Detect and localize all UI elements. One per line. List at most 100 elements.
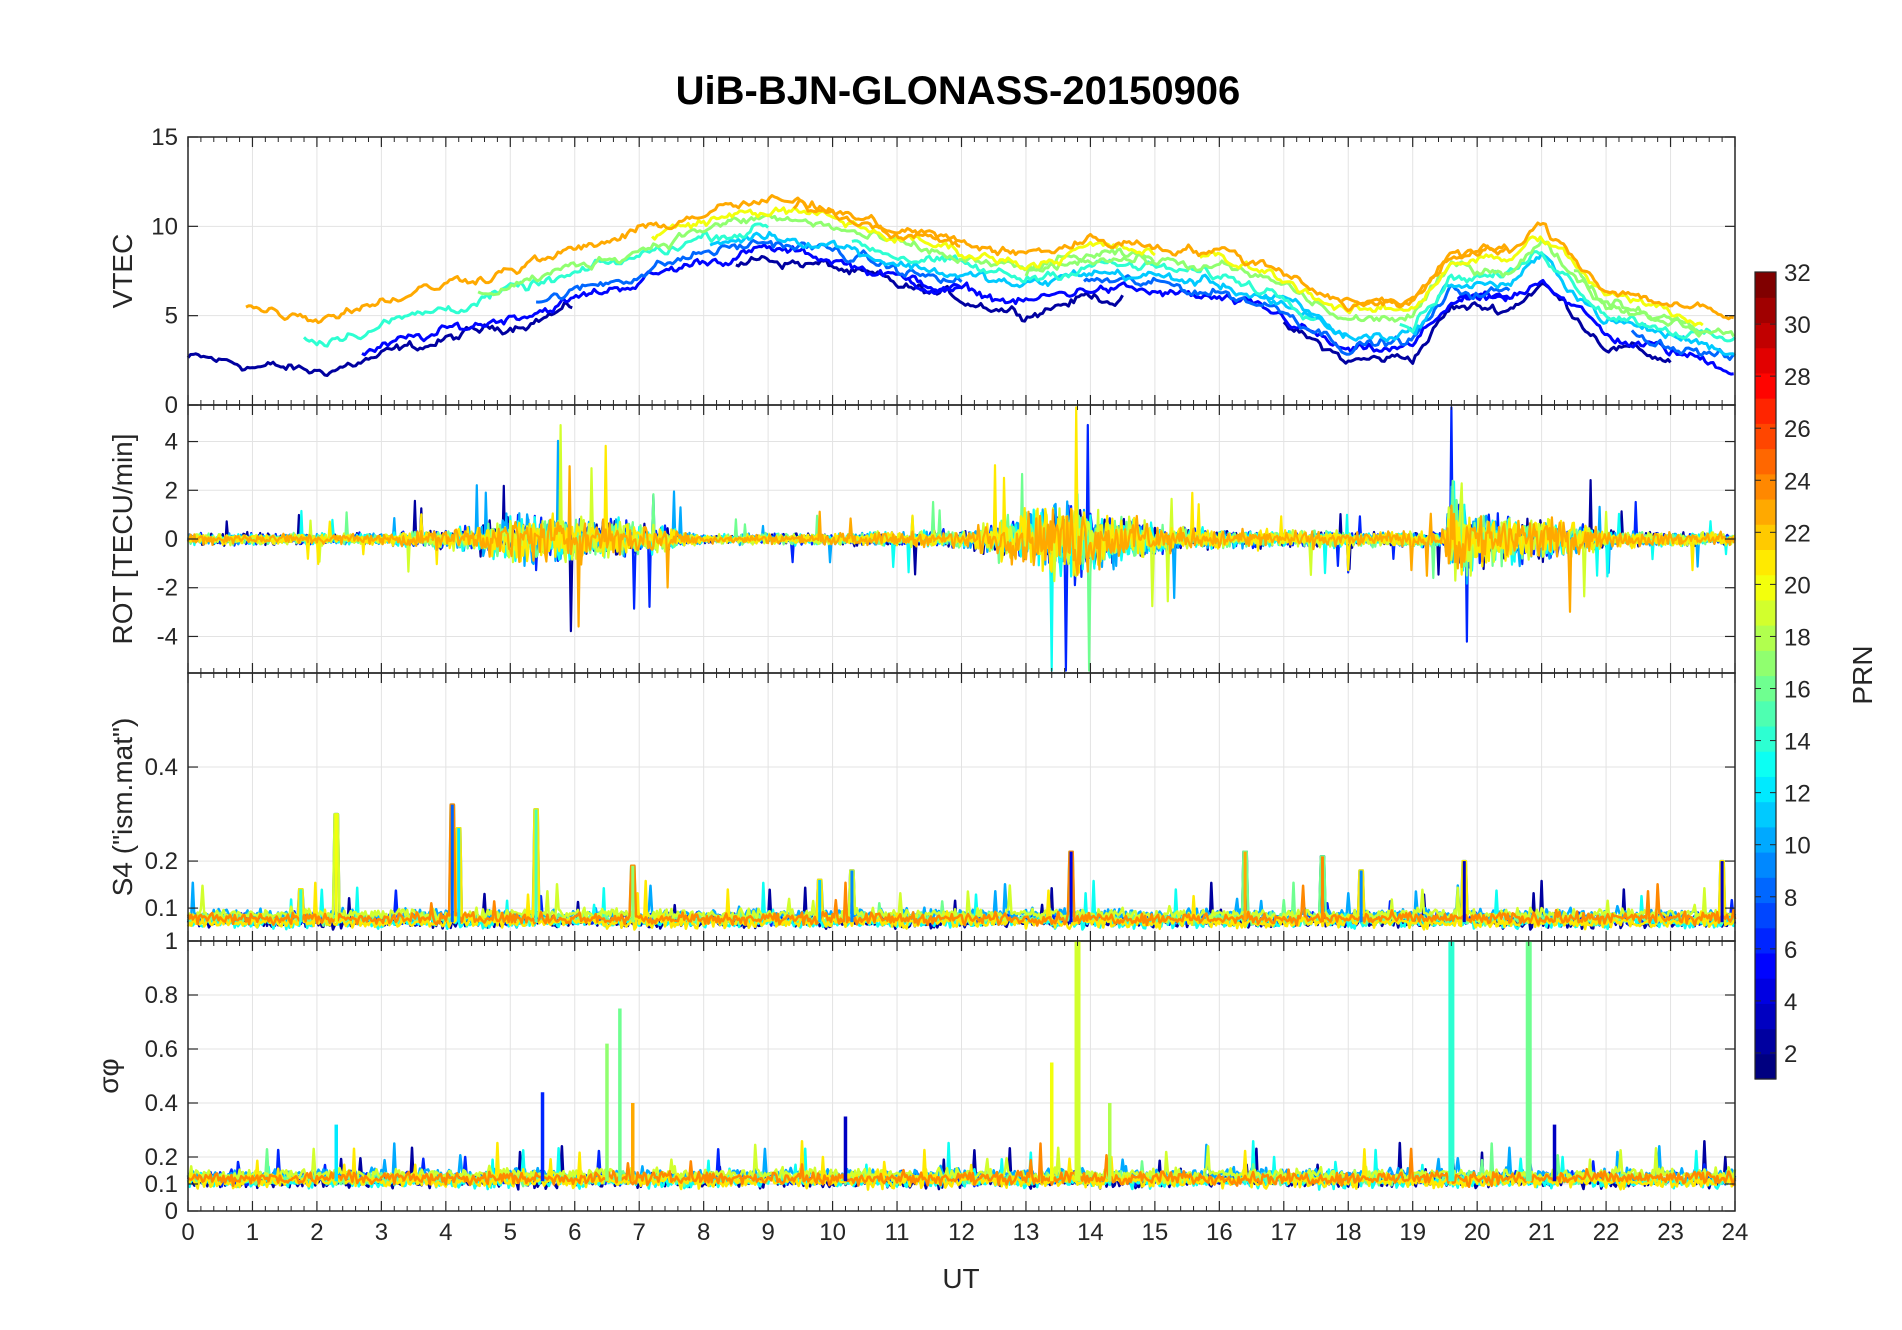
colorbar-swatch: [1755, 927, 1776, 954]
colorbar-tick-label: 20: [1784, 572, 1811, 599]
colorbar-tick-label: 12: [1784, 781, 1811, 808]
x-tick-label: 0: [181, 1219, 194, 1246]
vtec-series-prn-14: [302, 222, 770, 348]
colorbar-tick-label: 28: [1784, 364, 1811, 391]
x-tick-label: 23: [1657, 1219, 1684, 1246]
chart-title: UiB-BJN-GLONASS-20150906: [676, 69, 1241, 113]
colorbar-tick-label: 10: [1784, 833, 1811, 860]
colorbar-swatch: [1755, 877, 1776, 904]
vtec-series-prn-11: [1257, 251, 1736, 356]
colorbar-swatch: [1755, 272, 1776, 298]
x-tick-label: 16: [1206, 1219, 1233, 1246]
rot-series-prn-23: [187, 465, 1737, 628]
s4-series-prn-24: [186, 803, 1737, 927]
colorbar-swatch: [1755, 801, 1776, 828]
y-tick-label: -4: [157, 623, 178, 650]
colorbar-swatch: [1755, 1053, 1776, 1080]
panel-sigma-phi: 00.10.2 0.4 0.6 0.8 1 σφ: [93, 928, 1737, 1225]
colorbar-tick-label: 18: [1784, 624, 1811, 651]
rot-ticks: -4 -2 0 2 4: [157, 405, 1736, 673]
y-tick-label: 0.8: [145, 982, 178, 1009]
y-tick-label: -2: [157, 575, 178, 602]
colorbar-tick-label: 2: [1784, 1041, 1797, 1068]
colorbar-label: PRN: [1847, 645, 1878, 704]
x-tick-label: 5: [504, 1219, 517, 1246]
colorbar-tick-label: 26: [1784, 416, 1811, 443]
colorbar-swatch: [1755, 574, 1776, 601]
colorbar-tick-label: 14: [1784, 729, 1811, 756]
y-tick-label: 10: [151, 213, 178, 240]
colorbar-swatch: [1755, 1028, 1776, 1055]
colorbar-swatch: [1755, 372, 1776, 399]
vtec-series-prn-2: [186, 301, 573, 377]
x-tick-label: 10: [819, 1219, 846, 1246]
x-tick-label: 21: [1528, 1219, 1555, 1246]
y-tick-label: 0: [165, 392, 178, 419]
vtec-series-prn-5: [1456, 278, 1734, 376]
colorbar-tick-label: 24: [1784, 468, 1811, 495]
panel-s4: 0.1 0.2 0.4 S4 ("ism.mat"): [107, 672, 1737, 942]
vtec-ylabel: VTEC: [107, 234, 138, 309]
y-tick-label: 0.1: [145, 895, 178, 922]
sigma-phi-axes-box: [187, 940, 1736, 1212]
rot-ylabel: ROT [TECU/min]: [107, 433, 138, 644]
colorbar-swatch: [1755, 700, 1776, 727]
colorbar-tick-label: 30: [1784, 312, 1811, 339]
x-tick-label: 7: [633, 1219, 646, 1246]
colorbar-tick-label: 6: [1784, 937, 1797, 964]
colorbar-swatch: [1755, 952, 1776, 979]
colorbar-swatch: [1755, 751, 1776, 777]
vtec-series-prn-14: [1399, 250, 1736, 343]
s4-series-prn-10: [186, 808, 1737, 924]
colorbar-swatch: [1755, 978, 1776, 1004]
sigma-phi-series-prn-24: [187, 1142, 1737, 1188]
sigma-phi-ylabel: σφ: [93, 1058, 124, 1093]
s4-ylabel: S4 ("ism.mat"): [107, 718, 138, 897]
vtec-ticks: 0 5 10 15: [151, 124, 1736, 419]
x-tick-label: 19: [1399, 1219, 1426, 1246]
colorbar-swatch: [1755, 852, 1776, 878]
colorbar-tick-label: 16: [1784, 677, 1811, 704]
y-tick-label: 0: [165, 526, 178, 553]
y-tick-label: 0.2: [145, 848, 178, 875]
colorbar-swatch: [1755, 826, 1776, 853]
vtec-lines: [186, 194, 1737, 377]
x-tick-label: 13: [1013, 1219, 1040, 1246]
x-tick-label: 1: [246, 1219, 259, 1246]
colorbar-swatch: [1755, 524, 1776, 551]
y-tick-label: 1: [165, 928, 178, 955]
colorbar-swatches: [1755, 272, 1776, 1080]
sigma-phi-lines: [186, 941, 1737, 1191]
vtec-series-prn-17: [477, 213, 1155, 297]
x-tick-label: 6: [568, 1219, 581, 1246]
y-tick-label: 4: [165, 429, 178, 456]
x-tick-label: 22: [1593, 1219, 1620, 1246]
x-tick-label: 15: [1142, 1219, 1169, 1246]
x-tick-label: 20: [1464, 1219, 1491, 1246]
x-tick-label: 3: [375, 1219, 388, 1246]
colorbar-swatch: [1755, 549, 1776, 576]
x-tick-label: 8: [697, 1219, 710, 1246]
colorbar-swatch: [1755, 725, 1776, 752]
colorbar-swatch: [1755, 322, 1776, 349]
colorbar-tick-label: 8: [1784, 885, 1797, 912]
vtec-series-prn-23: [1340, 221, 1734, 321]
x-tick-label: 24: [1722, 1219, 1749, 1246]
colorbar-swatch: [1755, 423, 1776, 450]
vtec-series-prn-8: [536, 238, 963, 304]
y-tick-label: 2: [165, 477, 178, 504]
panel-rot: -4 -2 0 2 4 ROT [TECU/min]: [107, 404, 1737, 674]
colorbar-tick-label: 4: [1784, 989, 1797, 1016]
x-axis-label: UT: [942, 1263, 979, 1294]
x-tick-labels: 0 1 2 3 4 5 6 7 8 9 10 11 12 13 14 15 16 17 18 19 20 21 22 23 24: [181, 1219, 1748, 1246]
y-tick-label: 0: [165, 1198, 178, 1225]
vtec-series-prn-2: [1282, 282, 1672, 365]
colorbar-swatch: [1755, 448, 1776, 475]
sigma-phi-ticks: 00.10.2 0.4 0.6 0.8 1: [145, 928, 1736, 1225]
vtec-series-prn-8: [1630, 329, 1737, 361]
vtec-series-prn-17: [1024, 239, 1703, 338]
colorbar-tick-label: 32: [1784, 260, 1811, 287]
